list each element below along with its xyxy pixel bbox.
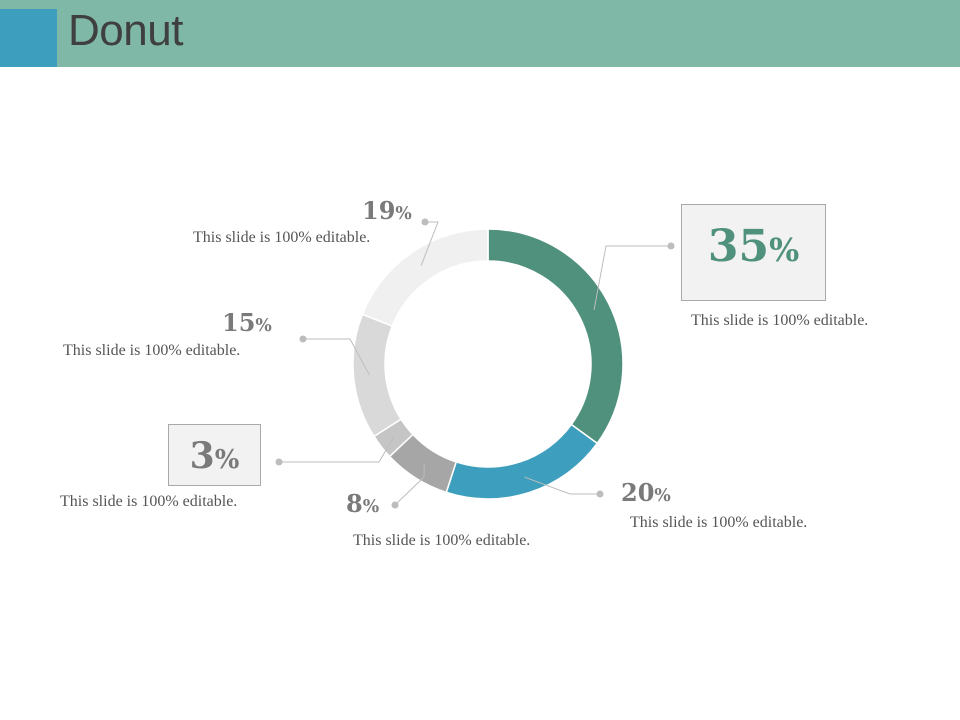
leader-dot-5 — [421, 218, 429, 226]
leader-dot-2 — [391, 501, 399, 509]
label-caption-0: This slide is 100% editable. — [691, 312, 869, 329]
callout-box-35: 35% — [681, 204, 826, 301]
label-value-1: 20% — [621, 478, 671, 507]
label-value-4: 15% — [222, 308, 272, 337]
leader-dot-1 — [596, 490, 604, 498]
donut-slice-5 — [361, 228, 489, 328]
leader-line-1 — [524, 476, 600, 495]
leader-line-5 — [420, 221, 439, 266]
leader-dot-3 — [275, 458, 283, 466]
leader-line-4 — [303, 338, 370, 376]
header-accent-square — [0, 9, 57, 67]
donut-slice-1 — [445, 423, 599, 500]
label-value-2: 8% — [346, 489, 380, 518]
label-value-5: 19% — [362, 196, 412, 225]
leader-dot-0 — [667, 242, 675, 250]
leader-line-0 — [593, 245, 671, 311]
label-value-0: 35% — [707, 221, 800, 272]
label-caption-4: This slide is 100% editable. — [63, 342, 241, 359]
leader-dot-4 — [299, 335, 307, 343]
callout-box-3: 3% — [168, 424, 261, 486]
header-bar — [0, 0, 960, 67]
label-caption-1: This slide is 100% editable. — [630, 514, 808, 531]
label-caption-3: This slide is 100% editable. — [60, 493, 238, 510]
label-caption-5: This slide is 100% editable. — [193, 229, 371, 246]
leader-line-2 — [394, 464, 425, 506]
leader-line-3 — [279, 436, 395, 463]
label-value-3: 3% — [189, 435, 240, 477]
label-caption-2: This slide is 100% editable. — [353, 532, 531, 549]
donut-slice-4 — [352, 313, 403, 438]
page-title: Donut — [68, 6, 183, 55]
